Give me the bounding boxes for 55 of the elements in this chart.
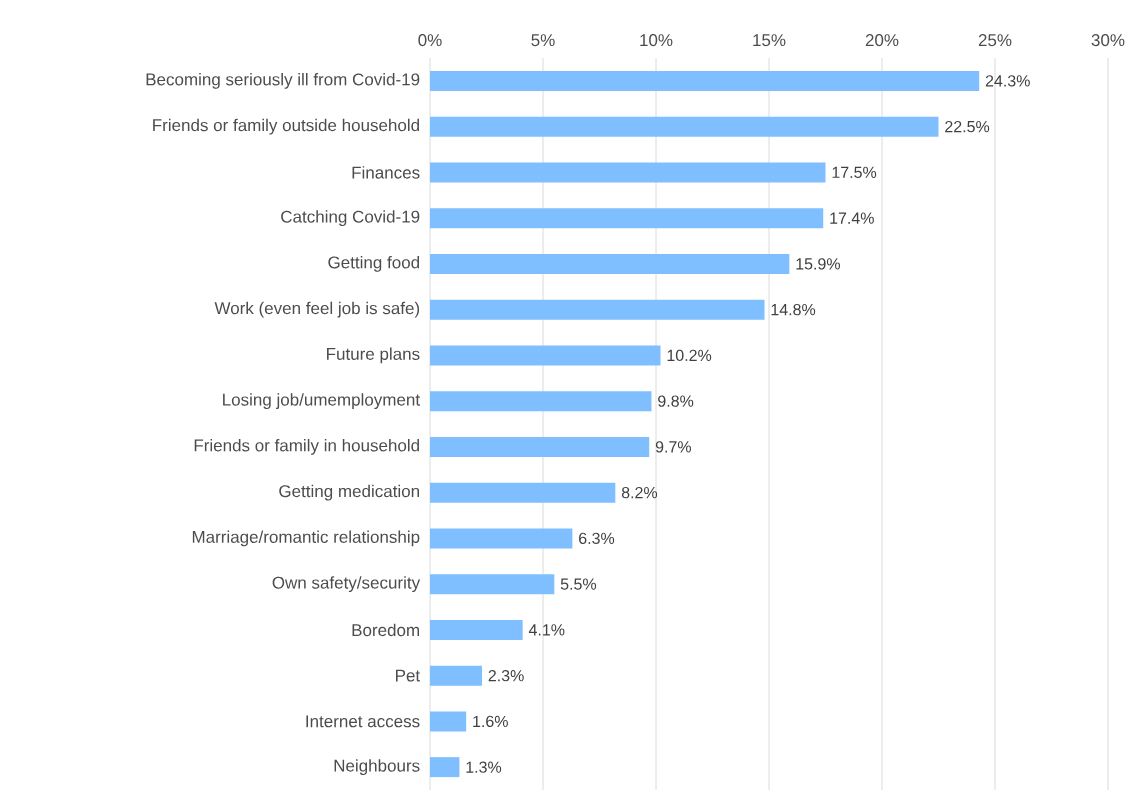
data-label: 14.8%: [771, 303, 816, 316]
data-label: 9.7%: [655, 441, 691, 453]
data-label: 22.5%: [945, 120, 990, 133]
data-label: 1.3%: [466, 761, 502, 773]
data-label: 2.3%: [488, 669, 524, 682]
y-tick-label: Internet access: [306, 715, 420, 728]
bar: [430, 757, 460, 778]
bar: [430, 162, 826, 183]
data-label: 4.1%: [528, 624, 565, 636]
y-tick-label: Getting medication: [279, 484, 419, 501]
bar: [430, 299, 765, 320]
x-tick-label: 10%: [640, 34, 673, 47]
data-label: 10.2%: [667, 349, 712, 362]
bar: [430, 711, 467, 732]
y-tick-label: Becoming seriously ill from Covid-19: [146, 72, 420, 89]
data-label: 17.4%: [830, 212, 874, 224]
data-label: 8.2%: [621, 486, 658, 499]
bar: [430, 391, 652, 412]
y-tick-label: Losing job/umemployment: [223, 393, 420, 410]
data-label: 9.8%: [658, 395, 694, 407]
bar: [430, 665, 482, 686]
y-tick-label: Pet: [396, 669, 420, 682]
bar: [430, 574, 555, 595]
y-tick-label: Neighbours: [334, 759, 420, 776]
data-label: 15.9%: [796, 258, 840, 270]
bar: [430, 482, 616, 503]
data-label: 17.5%: [832, 166, 877, 179]
data-label: 1.6%: [473, 715, 508, 728]
data-label: 24.3%: [985, 75, 1030, 87]
y-tick-label: Own safety/security: [272, 576, 421, 593]
x-tick-label: 30%: [1091, 34, 1125, 47]
y-tick-label: Finances: [352, 166, 420, 179]
y-tick-label: Marriage/romantic relationship: [192, 530, 420, 547]
data-label: 5.5%: [560, 578, 597, 590]
y-tick-label: Boredom: [352, 623, 420, 637]
x-tick-label: 15%: [753, 34, 786, 47]
data-label: 6.3%: [579, 532, 615, 545]
bar: [430, 70, 980, 91]
y-tick-label: Friends or family in household: [194, 438, 419, 455]
bar: [430, 345, 661, 366]
x-tick-label: 25%: [978, 34, 1012, 47]
x-tick-label: 5%: [531, 34, 555, 47]
y-tick-label: Getting food: [328, 255, 420, 272]
x-tick-label: 0%: [418, 34, 442, 47]
y-tick-label: Catching Covid-19: [281, 210, 420, 227]
bar: [430, 619, 523, 640]
y-tick-label: Friends or family outside household: [153, 118, 419, 135]
bar: [430, 208, 824, 229]
bar: [430, 436, 650, 457]
bar: [430, 528, 573, 549]
x-tick-label: 20%: [865, 34, 899, 47]
y-tick-label: Future plans: [327, 347, 420, 364]
bar: [430, 116, 939, 137]
y-tick-label: Work (even feel job is safe): [214, 301, 420, 318]
bar: [430, 253, 790, 274]
